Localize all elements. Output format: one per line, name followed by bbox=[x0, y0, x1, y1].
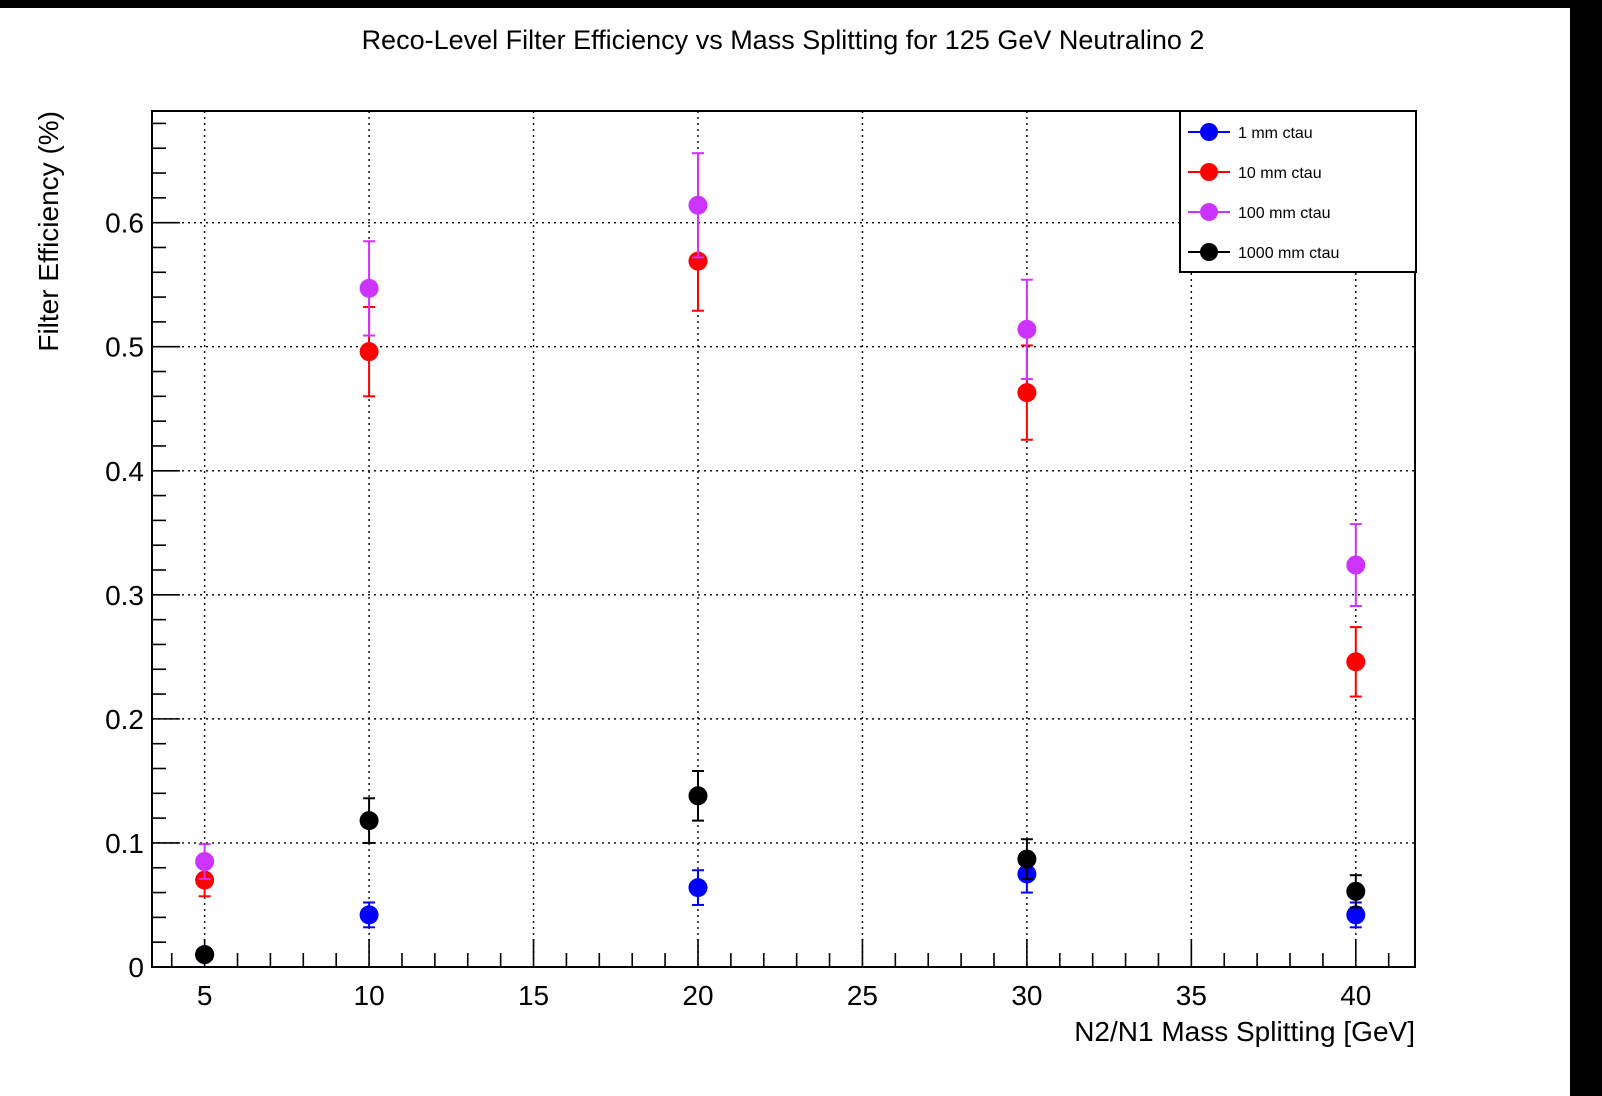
x-axis-label: N2/N1 Mass Splitting [GeV] bbox=[1074, 1016, 1415, 1047]
x-tick-label-6: 35 bbox=[1176, 980, 1207, 1011]
x-tick-label-2: 15 bbox=[518, 980, 549, 1011]
plot-frame bbox=[151, 110, 1416, 968]
data-point bbox=[1017, 849, 1037, 869]
y-tick-label-1: 0.1 bbox=[105, 828, 144, 859]
x-tick-label-0: 5 bbox=[197, 980, 213, 1011]
data-point bbox=[1346, 555, 1366, 575]
y-tick-label-2: 0.2 bbox=[105, 704, 144, 735]
data-point bbox=[359, 811, 379, 831]
data-point bbox=[1346, 881, 1366, 901]
grid-layer bbox=[152, 111, 1415, 967]
data-point bbox=[688, 786, 708, 806]
y-tick-label-5: 0.5 bbox=[105, 332, 144, 363]
data-point bbox=[1017, 383, 1037, 403]
legend-marker-1 bbox=[1200, 163, 1218, 181]
data-point bbox=[195, 945, 215, 965]
data-point bbox=[359, 278, 379, 298]
y-tick-label-6: 0.6 bbox=[105, 208, 144, 239]
data-point bbox=[195, 852, 215, 872]
legend-box bbox=[1179, 110, 1417, 273]
series-2 bbox=[195, 152, 1366, 880]
data-point bbox=[195, 870, 215, 890]
x-tick-label-7: 40 bbox=[1340, 980, 1371, 1011]
data-point bbox=[1346, 905, 1366, 925]
right-border-bar bbox=[1570, 0, 1602, 1096]
data-point bbox=[688, 195, 708, 215]
legend-marker-3 bbox=[1200, 243, 1218, 261]
y-tick-label-4: 0.4 bbox=[105, 456, 144, 487]
legend-marker-2 bbox=[1200, 203, 1218, 221]
data-point bbox=[1017, 319, 1037, 339]
data-point bbox=[359, 905, 379, 925]
data-layer bbox=[195, 152, 1366, 965]
axis-layer: 5 10 15 20 25 30 35 40 0 0.1 0.2 0.3 0.4 0.5 0.6 bbox=[105, 110, 1416, 1011]
legend-label-1: 10 mm ctau bbox=[1238, 165, 1322, 182]
legend-label-3: 1000 mm ctau bbox=[1238, 245, 1339, 262]
legend-label-2: 100 mm ctau bbox=[1238, 205, 1330, 222]
y-tick-label-0: 0 bbox=[128, 952, 144, 983]
data-point bbox=[688, 251, 708, 271]
x-tick-label-4: 25 bbox=[847, 980, 878, 1011]
legend-label-0: 1 mm ctau bbox=[1238, 125, 1313, 142]
x-tick-label-1: 10 bbox=[354, 980, 385, 1011]
series-0 bbox=[195, 854, 1366, 965]
x-tick-label-5: 30 bbox=[1011, 980, 1042, 1011]
legend-marker-0 bbox=[1200, 123, 1218, 141]
y-axis-label: Filter Efficiency (%) bbox=[33, 111, 64, 352]
data-point bbox=[1346, 652, 1366, 672]
series-3 bbox=[195, 769, 1366, 965]
x-tick-label-3: 20 bbox=[682, 980, 713, 1011]
top-border-bar bbox=[0, 0, 1602, 8]
legend: 1 mm ctau 10 mm ctau 100 mm ctau 1000 mm ct… bbox=[1179, 110, 1417, 273]
data-point bbox=[688, 878, 708, 898]
data-point bbox=[359, 342, 379, 362]
chart-title: Reco-Level Filter Efficiency vs Mass Spl… bbox=[362, 25, 1205, 55]
y-tick-label-3: 0.3 bbox=[105, 580, 144, 611]
series-1 bbox=[195, 210, 1366, 898]
